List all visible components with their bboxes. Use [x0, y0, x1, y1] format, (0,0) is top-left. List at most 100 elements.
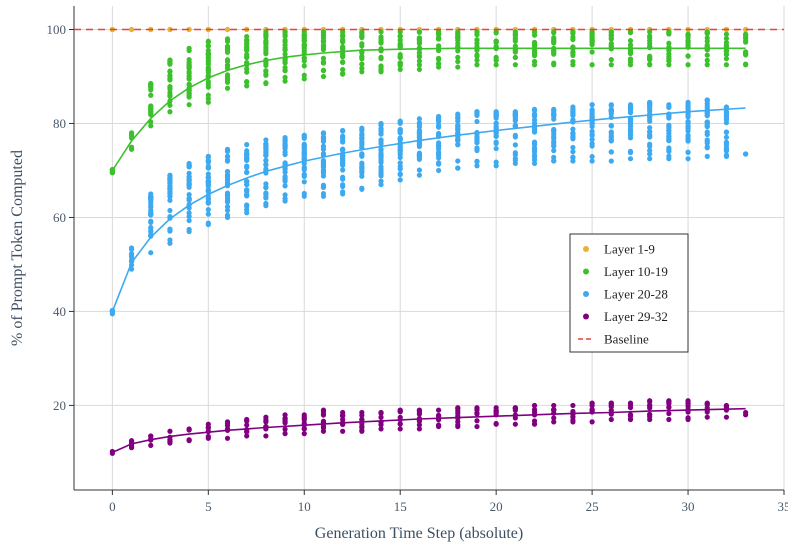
- data-point: [282, 68, 288, 74]
- data-point: [205, 211, 211, 217]
- data-point: [167, 185, 173, 192]
- data-point: [378, 178, 384, 184]
- data-point: [589, 141, 595, 147]
- data-point: [589, 37, 595, 44]
- data-point: [647, 118, 653, 124]
- data-point: [416, 167, 423, 173]
- data-point: [704, 414, 710, 420]
- data-point: [320, 68, 327, 74]
- data-point: [685, 39, 691, 45]
- data-point: [205, 54, 211, 61]
- data-point: [148, 233, 154, 239]
- data-point: [608, 106, 614, 113]
- data-point: [263, 184, 269, 190]
- data-point: [570, 29, 576, 35]
- data-point: [282, 74, 288, 80]
- data-point: [263, 46, 269, 53]
- data-point: [263, 80, 269, 86]
- data-point: [282, 169, 288, 175]
- x-tick-label: 35: [778, 499, 788, 514]
- data-point: [301, 145, 307, 151]
- data-point: [186, 75, 192, 82]
- data-point: [244, 47, 250, 54]
- data-point: [397, 33, 403, 39]
- data-point: [570, 130, 576, 136]
- data-point: [531, 129, 538, 135]
- data-point: [647, 156, 653, 162]
- data-point: [455, 405, 461, 411]
- data-point: [167, 193, 173, 200]
- data-point: [205, 195, 211, 201]
- data-point: [455, 165, 461, 171]
- data-point: [512, 157, 518, 164]
- legend-box: [569, 233, 689, 353]
- data-point: [263, 147, 269, 153]
- data-point: [685, 134, 691, 140]
- data-point: [704, 97, 710, 103]
- data-point: [224, 58, 231, 65]
- data-point: [723, 402, 730, 409]
- data-point: [282, 51, 288, 57]
- data-point: [340, 189, 346, 195]
- data-point: [743, 409, 749, 416]
- data-point: [263, 141, 269, 147]
- data-point: [589, 136, 595, 143]
- data-point: [512, 29, 518, 35]
- data-point: [647, 106, 653, 112]
- data-point: [723, 134, 730, 140]
- data-point: [320, 73, 327, 80]
- data-point: [551, 60, 557, 66]
- data-point: [128, 144, 135, 150]
- series-2: [109, 97, 749, 317]
- data-point: [493, 109, 499, 115]
- data-point: [263, 161, 269, 167]
- data-point: [474, 57, 480, 63]
- data-point: [435, 155, 442, 161]
- data-point: [589, 62, 595, 68]
- data-point: [359, 409, 365, 416]
- data-point: [148, 80, 154, 87]
- data-point: [359, 125, 365, 131]
- data-point: [570, 108, 576, 114]
- data-point: [397, 171, 403, 178]
- data-point: [627, 123, 634, 130]
- data-point: [378, 66, 384, 72]
- data-point: [167, 172, 173, 178]
- data-point: [627, 118, 634, 125]
- y-tick-label: 20: [53, 398, 66, 413]
- data-point: [647, 403, 653, 409]
- data-point: [244, 163, 250, 169]
- data-point: [224, 212, 231, 218]
- data-point: [685, 53, 691, 59]
- x-axis-title: Generation Time Step (absolute): [315, 525, 523, 542]
- data-point: [627, 102, 634, 108]
- data-point: [282, 78, 288, 84]
- data-point: [416, 66, 423, 73]
- data-point: [666, 102, 672, 108]
- data-point: [416, 407, 423, 413]
- data-point: [493, 57, 499, 63]
- data-point: [647, 398, 653, 404]
- data-point: [531, 149, 538, 155]
- data-point: [378, 171, 384, 177]
- data-point: [704, 62, 710, 68]
- data-point: [186, 181, 192, 188]
- data-point: [340, 157, 346, 163]
- data-point: [301, 412, 307, 418]
- data-point: [340, 162, 346, 168]
- data-point: [704, 100, 710, 107]
- data-point: [205, 43, 211, 49]
- data-point: [647, 33, 653, 39]
- data-point: [570, 149, 576, 155]
- data-point: [359, 65, 365, 71]
- data-point: [397, 29, 403, 35]
- data-point: [474, 158, 480, 164]
- data-point: [320, 35, 327, 41]
- data-point: [148, 209, 154, 215]
- data-point: [531, 106, 538, 112]
- data-point: [647, 143, 653, 149]
- data-point: [167, 68, 173, 74]
- data-point: [589, 406, 595, 413]
- data-point: [531, 58, 538, 65]
- data-point: [282, 134, 288, 141]
